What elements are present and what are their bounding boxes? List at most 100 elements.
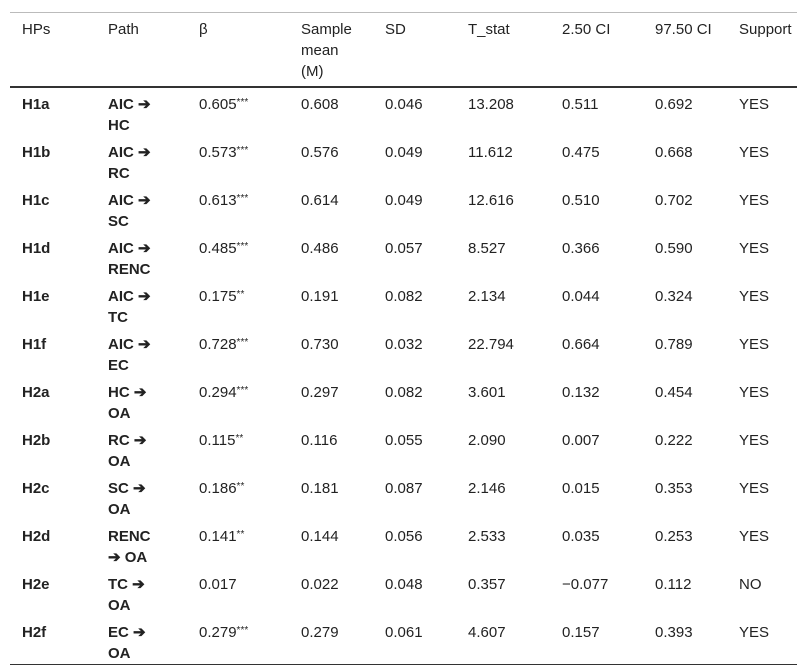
table-cell: 0.191 [289, 280, 373, 328]
table-row: H1d AIC ➔ RENC 0.485*** 0.486 0.057 8.527 0.36… [10, 232, 797, 280]
table-cell: 0.132 [550, 376, 643, 424]
cell-text: H1b [22, 143, 51, 161]
header-text: Sample mean (M) [301, 21, 352, 80]
table-row: H1b AIC ➔ RC 0.573*** 0.576 0.049 11.612 0.475… [10, 136, 797, 184]
cell-text: 0.055 [385, 431, 423, 449]
cell-text: H2b [22, 431, 51, 449]
cell-text: 0.692 [655, 95, 693, 113]
cell-text: 0.082 [385, 383, 423, 401]
cell-text: 0.048 [385, 575, 423, 593]
significance: *** [236, 336, 249, 348]
significance: ** [236, 480, 245, 492]
cell-text: 0.132 [562, 383, 600, 401]
table-cell: 0.116 [289, 424, 373, 472]
table-cell: 0.035 [550, 520, 643, 568]
table-cell: EC ➔ OA [96, 616, 187, 665]
cell-text: 0.668 [655, 143, 693, 161]
path-text: RENC ➔ OA [108, 527, 151, 566]
column-header: 97.50 CI [643, 13, 727, 87]
table-row: H2e TC ➔ OA 0.017 0.022 0.048 0.357 −0.077 0.11… [10, 568, 797, 616]
table-row: H1c AIC ➔ SC 0.613*** 0.614 0.049 12.616 0.510… [10, 184, 797, 232]
cell-text: 0.393 [655, 623, 693, 641]
table-cell: 0.141** [187, 520, 289, 568]
table-cell: H1e [10, 280, 96, 328]
table-cell: 0.157 [550, 616, 643, 665]
cell-text: H2e [22, 575, 50, 593]
significance: *** [236, 240, 249, 252]
table-cell: 0.486 [289, 232, 373, 280]
table-cell: H1a [10, 87, 96, 136]
cell-text: 0.614 [301, 191, 339, 209]
cell-text: 0.049 [385, 191, 423, 209]
table-cell: 0.393 [643, 616, 727, 665]
cell-text: 0.576 [301, 143, 339, 161]
significance: *** [236, 192, 249, 204]
header-text: SD [385, 21, 406, 38]
header-text: 97.50 CI [655, 21, 712, 38]
cell-text: H2a [22, 383, 50, 401]
path-text: EC ➔ OA [108, 623, 146, 662]
table-cell: AIC ➔ HC [96, 87, 187, 136]
significance: *** [236, 144, 249, 156]
table-cell: 0.044 [550, 280, 643, 328]
table-row: H1f AIC ➔ EC 0.728*** 0.730 0.032 22.794 0.664… [10, 328, 797, 376]
beta-value: 0.613 [199, 191, 237, 209]
path-text: AIC ➔ RC [108, 143, 151, 182]
path-text: RC ➔ OA [108, 431, 147, 470]
significance: *** [236, 96, 249, 108]
table-cell: 0.692 [643, 87, 727, 136]
table-cell: 0.046 [373, 87, 456, 136]
table-cell: 0.576 [289, 136, 373, 184]
table-cell: 0.789 [643, 328, 727, 376]
table-row: H2a HC ➔ OA 0.294*** 0.297 0.082 3.601 0.132 0.… [10, 376, 797, 424]
table-cell: 0.702 [643, 184, 727, 232]
cell-text: 0.049 [385, 143, 423, 161]
table-cell: 0.186** [187, 472, 289, 520]
table-cell: 2.533 [456, 520, 550, 568]
table-cell: 0.049 [373, 136, 456, 184]
table-cell: YES [727, 616, 797, 665]
cell-text: 2.533 [468, 527, 506, 545]
table-cell: 0.353 [643, 472, 727, 520]
cell-text: 11.612 [468, 143, 513, 161]
table-cell: 0.057 [373, 232, 456, 280]
cell-text: 0.590 [655, 239, 693, 257]
cell-text: NO [739, 575, 762, 593]
cell-text: 0.279 [301, 623, 339, 641]
cell-text: 4.607 [468, 623, 506, 641]
table-row: H2b RC ➔ OA 0.115** 0.116 0.055 2.090 0.007 0.2… [10, 424, 797, 472]
table-cell: 0.049 [373, 184, 456, 232]
table-cell: YES [727, 232, 797, 280]
cell-text: YES [739, 431, 770, 449]
column-header: HPs [10, 13, 96, 87]
table-cell: 0.511 [550, 87, 643, 136]
significance: ** [235, 432, 244, 444]
cell-text: 0.454 [655, 383, 693, 401]
cell-text: 0.191 [301, 287, 339, 305]
table-cell: AIC ➔ TC [96, 280, 187, 328]
cell-text: YES [739, 143, 770, 161]
table-cell: YES [727, 280, 797, 328]
table-cell: 0.279*** [187, 616, 289, 665]
cell-text: YES [739, 287, 770, 305]
table-cell: 22.794 [456, 328, 550, 376]
table-cell: 12.616 [456, 184, 550, 232]
table-cell: H2c [10, 472, 96, 520]
table-cell: 0.297 [289, 376, 373, 424]
cell-text: H1e [22, 287, 50, 305]
cell-text: 0.057 [385, 239, 423, 257]
table-cell: 0.015 [550, 472, 643, 520]
significance: ** [236, 288, 245, 300]
cell-text: 8.527 [468, 239, 506, 257]
cell-text: 0.032 [385, 335, 423, 353]
table-cell: H2d [10, 520, 96, 568]
table-cell: H2f [10, 616, 96, 665]
table-cell: 0.668 [643, 136, 727, 184]
significance: *** [236, 624, 249, 636]
table-cell: 0.061 [373, 616, 456, 665]
table-cell: H1c [10, 184, 96, 232]
table-cell: 0.590 [643, 232, 727, 280]
table-cell: H2b [10, 424, 96, 472]
beta-value: 0.141 [199, 527, 237, 545]
table-body: H1a AIC ➔ HC 0.605*** 0.608 0.046 13.208 0.511… [10, 87, 797, 665]
